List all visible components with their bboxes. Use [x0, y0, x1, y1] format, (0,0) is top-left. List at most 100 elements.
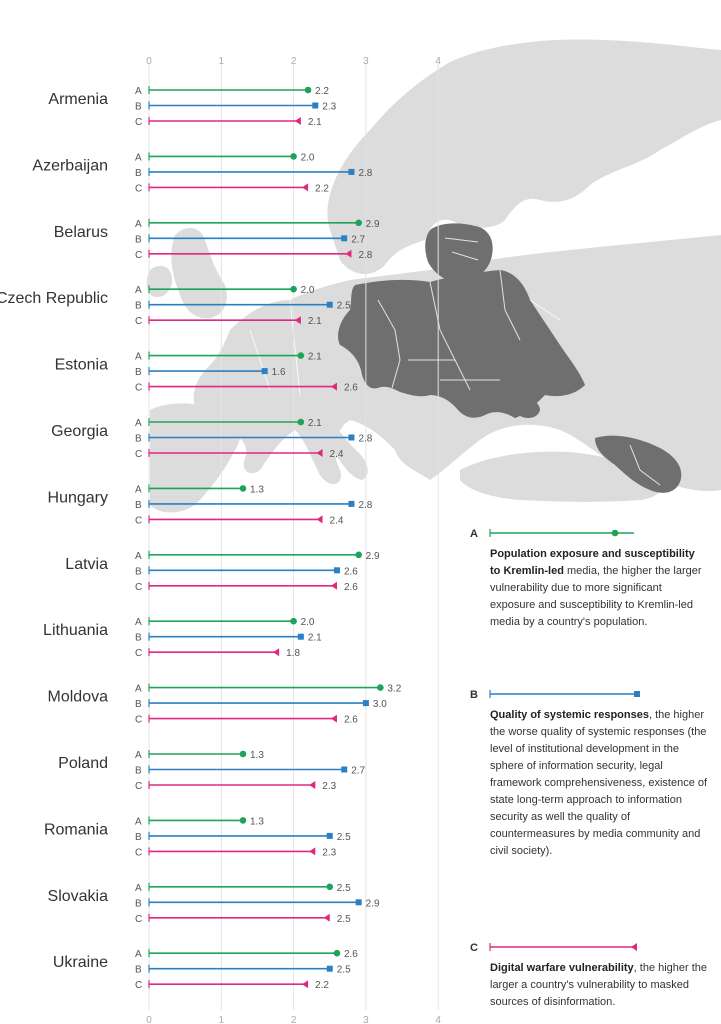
bar-marker-circle — [355, 219, 362, 227]
x-tick-label-top: 3 — [363, 56, 369, 67]
bar-marker-triangle — [309, 847, 316, 856]
bar-marker-square — [355, 899, 362, 906]
legend-marker-circle — [611, 529, 619, 537]
series-key-label: B — [135, 699, 142, 710]
x-tick-label-top: 4 — [435, 56, 441, 67]
data-label: 2.0 — [301, 285, 315, 296]
bar-marker-triangle — [273, 648, 280, 657]
bar-marker-square — [261, 368, 268, 375]
legend-key: C — [470, 942, 478, 954]
bar-marker-square — [326, 965, 333, 972]
series-key-label: C — [135, 183, 142, 194]
bar-marker-circle — [290, 153, 297, 160]
map-highlight-baltics — [425, 223, 493, 283]
series-key-label: A — [135, 86, 142, 97]
series-key-label: C — [135, 383, 142, 394]
series-key-label: A — [135, 750, 142, 761]
data-label: 2.6 — [344, 715, 358, 726]
bar-marker-triangle — [330, 714, 337, 723]
data-label: 2.3 — [322, 847, 336, 858]
chart-rows: Armenia A 2.2 B 2.3 C 2.1 Azerbaijan A 2.0 B 2.8 C 2.… — [0, 86, 402, 991]
legend-body: , the higher the worse quality of system… — [490, 709, 708, 857]
data-label: 2.1 — [308, 352, 322, 363]
bar-marker-square — [341, 235, 348, 242]
category-label: Azerbaijan — [32, 157, 108, 174]
series-key-label: A — [135, 484, 142, 495]
legend-lines — [489, 529, 640, 951]
x-tick-label-bottom: 3 — [363, 1015, 369, 1024]
bar-marker-triangle — [294, 117, 301, 125]
legend-body: media, the higher the larger vulnerabili… — [490, 565, 702, 628]
bar-marker-circle — [355, 551, 362, 559]
legend-description: Population exposure and susceptibility t… — [490, 546, 708, 631]
data-label: 2.1 — [308, 418, 322, 429]
legend-body: , the higher the larger a country's vuln… — [490, 962, 708, 1008]
series-key-label: C — [135, 980, 142, 991]
data-label: 1.3 — [250, 750, 264, 761]
data-label: 2.9 — [366, 898, 380, 909]
series-key-label: C — [135, 847, 142, 858]
data-label: 2.3 — [322, 781, 336, 792]
data-label: 2.7 — [351, 234, 365, 245]
series-key-label: A — [135, 684, 142, 695]
bar-marker-square — [326, 301, 333, 308]
map-land-britain — [171, 228, 227, 319]
legend-title: Quality of systemic responses — [490, 709, 649, 721]
series-key-label: B — [135, 633, 142, 644]
category-label: Romania — [44, 821, 108, 838]
data-label: 2.5 — [337, 301, 351, 312]
x-tick-label-bottom: 4 — [435, 1015, 441, 1024]
data-label: 2.2 — [315, 980, 329, 991]
data-label: 2.6 — [344, 383, 358, 394]
category-label: Poland — [58, 755, 108, 772]
bar-marker-circle — [297, 352, 305, 359]
category-label: Belarus — [54, 224, 108, 241]
bar-marker-square — [341, 766, 348, 773]
series-key-label: C — [135, 715, 142, 726]
data-label: 2.5 — [337, 965, 351, 976]
category-label: Estonia — [55, 357, 108, 374]
bar-marker-circle — [290, 285, 297, 293]
series-key-label: A — [135, 152, 142, 163]
x-tick-label-bottom: 1 — [219, 1015, 225, 1024]
legend-key: A — [470, 528, 478, 540]
data-label: 2.8 — [358, 168, 372, 179]
data-label: 2.8 — [358, 500, 372, 511]
data-label: 2.5 — [337, 832, 351, 843]
data-label: 2.1 — [308, 117, 322, 128]
series-key-label: B — [135, 965, 142, 976]
bar-marker-square — [297, 633, 304, 640]
x-tick-label-bottom: 0 — [146, 1015, 152, 1024]
category-label: Moldova — [48, 689, 109, 706]
series-key-label: C — [135, 250, 142, 261]
data-label: 3.0 — [373, 699, 387, 710]
map-highlight-crimea — [515, 399, 540, 418]
data-label: 1.6 — [272, 367, 286, 378]
series-key-label: B — [135, 367, 142, 378]
data-label: 2.3 — [322, 102, 336, 113]
series-key-label: B — [135, 500, 142, 511]
category-label: Lithuania — [43, 622, 108, 639]
map-borders — [249, 237, 661, 486]
data-label: 2.8 — [358, 434, 372, 445]
data-label: 2.5 — [337, 914, 351, 925]
bar-marker-triangle — [330, 581, 337, 590]
series-key-label: C — [135, 316, 142, 327]
data-label: 2.2 — [315, 183, 329, 194]
series-key-label: C — [135, 582, 142, 593]
data-label: 2.2 — [315, 86, 329, 97]
map-land-iberia — [150, 403, 241, 513]
bar-marker-triangle — [316, 515, 323, 524]
bar-marker-square — [348, 434, 355, 441]
legend-key: B — [470, 689, 478, 701]
x-tick-label-top: 0 — [146, 56, 152, 67]
series-key-label: A — [135, 617, 142, 628]
bar-marker-square — [333, 567, 340, 574]
legend-description: Quality of systemic responses, the highe… — [490, 707, 708, 860]
bar-marker-circle — [297, 418, 305, 426]
data-label: 2.6 — [344, 582, 358, 593]
map-land-turkey — [460, 451, 663, 502]
bar-marker-triangle — [302, 183, 309, 192]
bar-marker-triangle — [345, 249, 352, 258]
